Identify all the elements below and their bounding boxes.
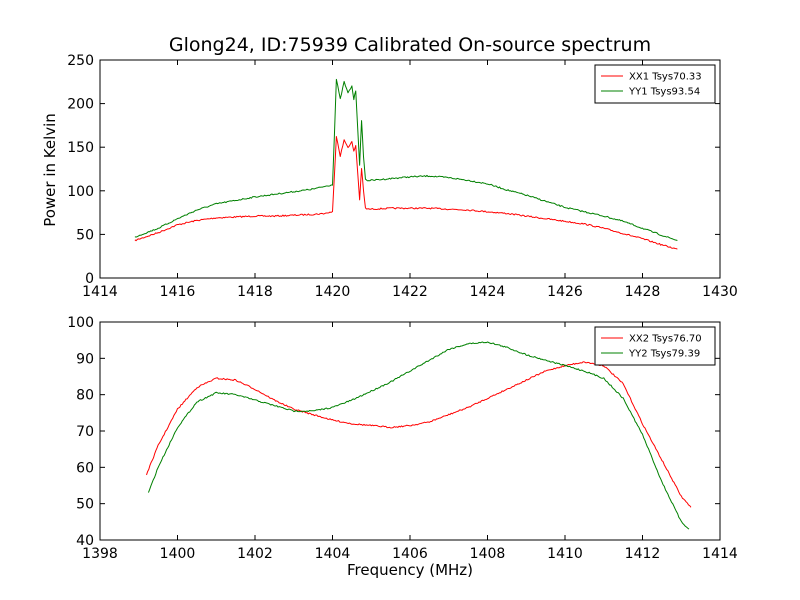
x-tick-label: 1414 bbox=[82, 284, 118, 300]
y-tick-label: 50 bbox=[76, 497, 94, 513]
x-tick-label: 1398 bbox=[82, 546, 118, 562]
y-tick-label: 100 bbox=[67, 184, 94, 200]
legend-1: XX1 Tsys70.33 YY1 Tsys93.54 bbox=[594, 64, 716, 104]
y-tick-label: 100 bbox=[67, 315, 94, 331]
x-tick-label: 1406 bbox=[392, 546, 428, 562]
figure-title: Glong24, ID:75939 Calibrated On-source s… bbox=[168, 34, 652, 56]
y-axis-label: Power in Kelvin bbox=[41, 113, 59, 227]
y-tick-label: 90 bbox=[76, 351, 94, 367]
series-line-2-2 bbox=[147, 341, 690, 530]
x-tick-label: 1424 bbox=[470, 284, 506, 300]
series-line-2-1 bbox=[146, 361, 692, 508]
y-tick-label: 70 bbox=[76, 424, 94, 440]
x-tick-label: 1400 bbox=[160, 546, 196, 562]
y-tick-label: 0 bbox=[85, 271, 94, 287]
y-tick-label: 80 bbox=[76, 388, 94, 404]
y-tick-label: 150 bbox=[67, 140, 94, 156]
y-tick-label: 250 bbox=[67, 53, 94, 69]
chart-panel-1: 1414 1416 1418 1420 1422 1424 1426 1428 1430 0 50 1… bbox=[67, 53, 738, 300]
x-tick-label: 1422 bbox=[392, 284, 428, 300]
legend-entry: YY2 Tsys79.39 bbox=[628, 349, 700, 360]
legend-2: XX2 Tsys76.70 YY2 Tsys79.39 bbox=[594, 326, 716, 366]
x-tick-label: 1402 bbox=[237, 546, 273, 562]
legend-box bbox=[594, 64, 716, 104]
series-line-1-2 bbox=[134, 78, 678, 241]
x-tick-label: 1416 bbox=[160, 284, 196, 300]
x-tick-label: 1418 bbox=[237, 284, 273, 300]
y-tick-label: 200 bbox=[67, 97, 94, 113]
chart-panel-2: 1398 1400 1402 1404 1406 1408 1410 1412 1414 40 50… bbox=[67, 315, 738, 562]
y-tick-label: 50 bbox=[76, 227, 94, 243]
series-line-1-1 bbox=[134, 136, 678, 250]
x-axis-label: Frequency (MHz) bbox=[346, 561, 474, 579]
legend-box bbox=[594, 326, 716, 366]
x-tick-label: 1428 bbox=[625, 284, 661, 300]
y-tick-label: 60 bbox=[76, 460, 94, 476]
x-tick-label: 1408 bbox=[470, 546, 506, 562]
legend-entry: XX2 Tsys76.70 bbox=[629, 334, 702, 345]
x-tick-label: 1430 bbox=[702, 284, 738, 300]
legend-entry: YY1 Tsys93.54 bbox=[628, 87, 700, 98]
x-tick-label: 1426 bbox=[547, 284, 583, 300]
x-tick-label: 1404 bbox=[315, 546, 351, 562]
legend-entry: XX1 Tsys70.33 bbox=[629, 72, 702, 83]
x-tick-label: 1420 bbox=[315, 284, 351, 300]
y-tick-label: 40 bbox=[76, 533, 94, 549]
x-tick-label: 1410 bbox=[547, 546, 583, 562]
x-tick-label: 1412 bbox=[625, 546, 661, 562]
x-tick-label: 1414 bbox=[702, 546, 738, 562]
